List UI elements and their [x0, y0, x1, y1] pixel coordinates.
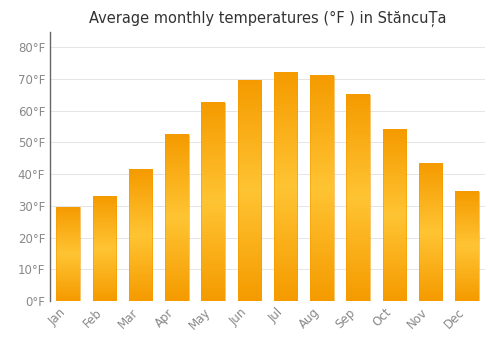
Bar [92, 196, 116, 301]
Bar [346, 95, 370, 301]
Bar [382, 130, 406, 301]
Bar [310, 76, 334, 301]
Bar [56, 208, 80, 301]
Bar [129, 169, 152, 301]
Bar [274, 73, 297, 301]
Bar [238, 80, 261, 301]
Bar [165, 134, 188, 301]
Bar [419, 163, 442, 301]
Bar [202, 103, 225, 301]
Title: Average monthly temperatures (°F ) in StăncuȚa: Average monthly temperatures (°F ) in St… [89, 11, 447, 27]
Bar [455, 191, 478, 301]
